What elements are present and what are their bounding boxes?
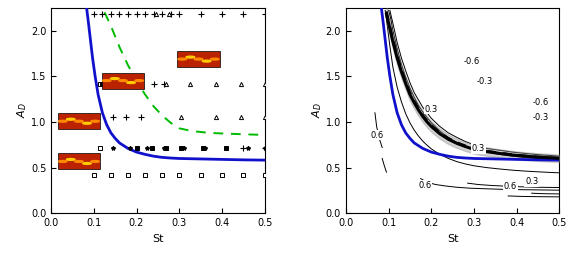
Circle shape [74,161,83,162]
Circle shape [211,58,219,60]
Circle shape [59,161,67,162]
Text: 0.3: 0.3 [425,105,438,114]
Text: 0.3: 0.3 [525,177,538,186]
X-axis label: St: St [447,234,458,244]
Circle shape [66,159,75,160]
Bar [102,72,144,89]
Circle shape [91,120,99,122]
Text: -0.6: -0.6 [464,57,480,66]
Text: -0.3: -0.3 [532,113,548,122]
Circle shape [102,80,111,81]
Text: 0.6: 0.6 [370,131,384,140]
Circle shape [59,120,67,122]
Y-axis label: $A_D$: $A_D$ [311,103,324,118]
Circle shape [83,122,91,124]
Circle shape [186,56,195,58]
Text: -0.6: -0.6 [532,98,548,107]
Circle shape [127,82,135,84]
Bar [57,113,100,129]
Circle shape [66,118,75,120]
Circle shape [178,58,186,60]
X-axis label: St: St [152,234,164,244]
Text: 0.3: 0.3 [471,144,485,153]
Circle shape [119,80,127,81]
Circle shape [83,162,91,164]
Text: 0.6: 0.6 [504,182,517,191]
Bar [57,153,100,169]
Circle shape [202,60,211,62]
Circle shape [111,78,119,79]
Text: 0.6: 0.6 [418,181,432,190]
Text: -0.3: -0.3 [477,77,493,86]
Circle shape [91,161,99,162]
Bar [177,51,220,67]
Circle shape [135,80,143,81]
Circle shape [74,120,83,122]
Y-axis label: $A_D$: $A_D$ [16,103,30,118]
Circle shape [194,58,203,60]
